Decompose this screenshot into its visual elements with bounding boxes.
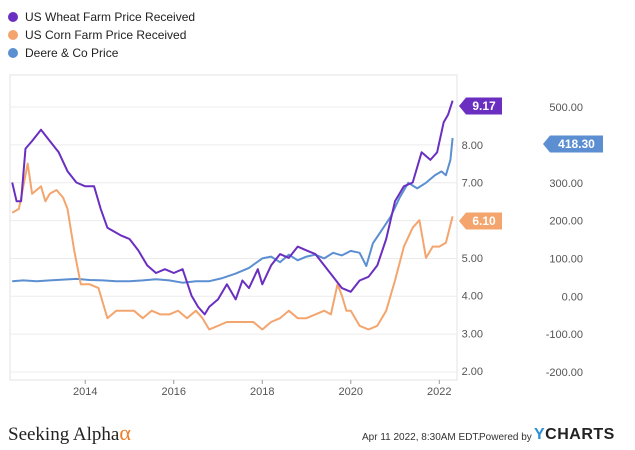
corn-last-value-tag: 6.10	[472, 214, 496, 228]
legend-item-corn[interactable]: US Corn Farm Price Received	[8, 26, 195, 44]
x-tick-label: 2016	[162, 386, 186, 398]
wheat-last-value-tag-bg	[459, 97, 502, 115]
plot-area	[9, 74, 458, 381]
legend: US Wheat Farm Price Received US Corn Far…	[8, 8, 195, 62]
left-axis-label: 2.00	[462, 366, 483, 378]
ycharts-y: Y	[534, 426, 546, 443]
wheat-last-value-tag: 9.17	[472, 99, 496, 113]
ycharts-logo[interactable]: YCHARTS	[534, 426, 615, 444]
seeking-alpha-logo: Seeking Alphaα	[8, 420, 131, 446]
right-axis-label: 500.00	[549, 102, 583, 114]
x-tick-label: 2020	[339, 386, 363, 398]
legend-item-deere[interactable]: Deere & Co Price	[8, 44, 195, 62]
deere-last-value-tag-bg	[543, 135, 603, 153]
right-axis-label: -200.00	[546, 367, 583, 379]
legend-label-wheat: US Wheat Farm Price Received	[25, 10, 196, 24]
legend-dot-wheat	[8, 12, 18, 22]
right-axis-label: 200.00	[549, 216, 583, 228]
x-tick-label: 2022	[427, 386, 451, 398]
legend-label-deere: Deere & Co Price	[25, 46, 119, 60]
chart-date: Apr 11 2022, 8:30AM EDT.	[362, 432, 481, 443]
x-tick-label: 2014	[73, 386, 97, 398]
left-axis-label: 5.00	[462, 253, 483, 265]
left-axis-label: 8.00	[462, 140, 483, 152]
series-line-0	[11, 100, 454, 316]
seeking-alpha-text: Seeking Alpha	[8, 424, 120, 445]
left-axis-label: 4.00	[462, 291, 483, 303]
legend-dot-deere	[8, 48, 18, 58]
left-axis-label: 3.00	[462, 328, 483, 340]
legend-label-corn: US Corn Farm Price Received	[25, 28, 187, 42]
right-axis-label: 0.00	[562, 291, 583, 303]
legend-item-wheat[interactable]: US Wheat Farm Price Received	[8, 8, 195, 26]
alpha-mark: α	[119, 420, 131, 445]
series-line-1	[11, 162, 454, 331]
corn-last-value-tag-bg	[459, 212, 502, 230]
right-axis-label: -100.00	[546, 329, 583, 341]
ycharts-text: CHARTS	[545, 426, 615, 443]
deere-last-value-tag: 418.30	[558, 137, 595, 151]
right-axis-label: 100.00	[549, 253, 583, 265]
legend-dot-corn	[8, 30, 18, 40]
powered-by-text: Powered by	[479, 432, 532, 443]
right-axis-label: 300.00	[549, 178, 583, 190]
series-line-2	[12, 137, 454, 284]
x-tick-label: 2018	[250, 386, 274, 398]
left-axis-label: 7.00	[462, 178, 483, 190]
